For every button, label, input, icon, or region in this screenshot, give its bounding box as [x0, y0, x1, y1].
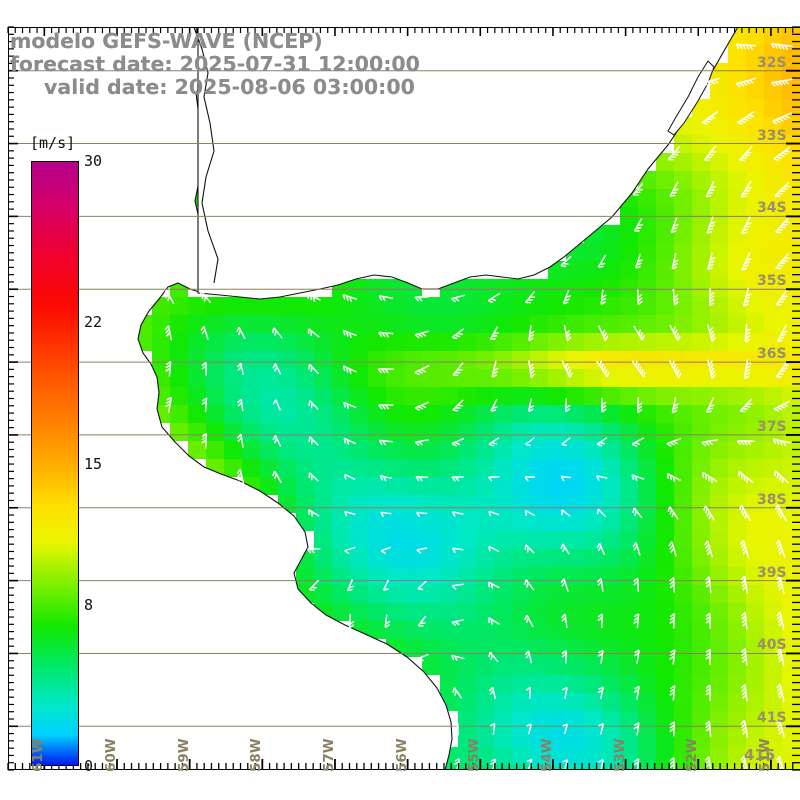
- wind-speed-raster: [8, 27, 800, 770]
- colorbar-tick-0: 0: [84, 757, 94, 775]
- forecast-date-label: forecast date: 2025-07-31 12:00:00: [10, 52, 420, 76]
- colorbar-tick-15: 15: [84, 454, 103, 473]
- corner-latitude-label: 415: [744, 746, 776, 764]
- colorbar-tick-8: 8: [84, 595, 94, 614]
- model-title: modelo GEFS-WAVE (NCEP): [10, 29, 323, 53]
- colorbar-tick-30: 30: [84, 152, 103, 170]
- colorbar: [31, 161, 79, 766]
- colorbar-tick-22: 22: [84, 313, 103, 332]
- plot-area: [8, 27, 800, 770]
- valid-date-label: valid date: 2025-08-06 03:00:00: [44, 75, 415, 99]
- colorbar-unit-label: [m/s]: [30, 134, 76, 152]
